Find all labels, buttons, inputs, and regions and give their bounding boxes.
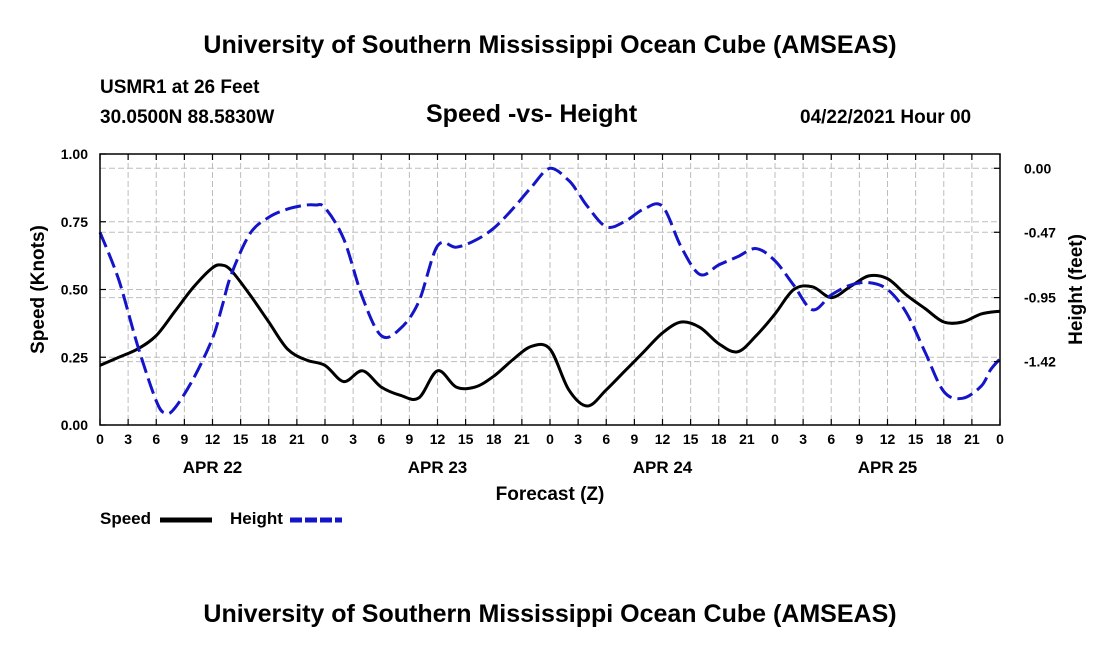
legend-speed-label: Speed: [100, 509, 152, 528]
x-tick-label: 6: [377, 431, 385, 447]
x-tick-label: 3: [574, 431, 582, 447]
x-tick-label: 0: [96, 431, 104, 447]
y-tick-label: 0.75: [61, 214, 88, 230]
x-tick-label: 15: [233, 431, 249, 447]
y-axis-label: Speed (Knots): [28, 225, 49, 354]
chart-title: University of Southern Mississippi Ocean…: [203, 31, 897, 59]
x-tick-label: 12: [205, 431, 221, 447]
station-label: USMR1 at 26 Feet: [100, 77, 260, 98]
date-label: APR 25: [858, 458, 918, 477]
legend-speed-swatch: [160, 517, 212, 523]
datetime-label: 04/22/2021 Hour 00: [800, 107, 972, 128]
x-tick-label: 0: [771, 431, 779, 447]
x-tick-label: 6: [602, 431, 610, 447]
x-tick-label: 15: [458, 431, 474, 447]
x-tick-label: 21: [514, 431, 530, 447]
y-tick-label: 0.00: [61, 417, 88, 433]
axes: 0 3 6 9 12 15 18 21 0 3 6 9 12 15 18 21 0 3 6 9 12 15 18 21 0 3 6 9…: [61, 146, 1056, 477]
x-tick-label: 9: [855, 431, 863, 447]
series-layer: [98, 166, 1002, 416]
x-tick-label: 18: [711, 431, 727, 447]
legend-height-label: Height: [230, 509, 283, 528]
date-label: APR 23: [408, 458, 468, 477]
x-tick-label: 3: [349, 431, 357, 447]
coordinates-label: 30.0500N 88.5830W: [100, 107, 275, 128]
x-tick-label: 0: [996, 431, 1004, 447]
x-tick-label: 3: [124, 431, 132, 447]
y2-tick-label: -0.47: [1024, 224, 1056, 240]
x-tick-label: 6: [827, 431, 835, 447]
date-label: APR 22: [183, 458, 243, 477]
y2-tick-label: -0.95: [1024, 290, 1056, 306]
x-tick-label: 3: [799, 431, 807, 447]
footer-title: University of Southern Mississippi Ocean…: [203, 600, 897, 628]
x-tick-label: 9: [405, 431, 413, 447]
x-tick-label: 9: [180, 431, 188, 447]
x-tick-label: 21: [739, 431, 755, 447]
x-tick-label: 15: [908, 431, 924, 447]
x-tick-label: 21: [289, 431, 305, 447]
series-height-line: [98, 166, 1002, 416]
x-tick-label: 6: [152, 431, 160, 447]
x-tick-label: 18: [486, 431, 502, 447]
x-tick-label: 0: [546, 431, 554, 447]
date-label: APR 24: [633, 458, 693, 477]
x-axis-label: Forecast (Z): [496, 484, 605, 505]
y-tick-label: 1.00: [61, 146, 88, 162]
chart-subtitle: Speed -vs- Height: [426, 100, 638, 128]
x-tick-label: 0: [321, 431, 329, 447]
y2-axis-label: Height (feet): [1066, 234, 1087, 345]
x-tick-label: 21: [964, 431, 980, 447]
x-tick-label: 15: [683, 431, 699, 447]
x-tick-label: 9: [630, 431, 638, 447]
y2-tick-label: -1.42: [1024, 354, 1056, 370]
grid: [100, 154, 1000, 425]
y2-tick-label: 0.00: [1024, 160, 1051, 176]
legend-height-swatch: [290, 517, 342, 523]
x-tick-label: 12: [430, 431, 446, 447]
x-tick-label: 12: [880, 431, 896, 447]
y-tick-label: 0.50: [61, 282, 88, 298]
y-tick-label: 0.25: [61, 349, 88, 365]
x-tick-label: 12: [655, 431, 671, 447]
x-tick-label: 18: [261, 431, 277, 447]
x-tick-label: 18: [936, 431, 952, 447]
